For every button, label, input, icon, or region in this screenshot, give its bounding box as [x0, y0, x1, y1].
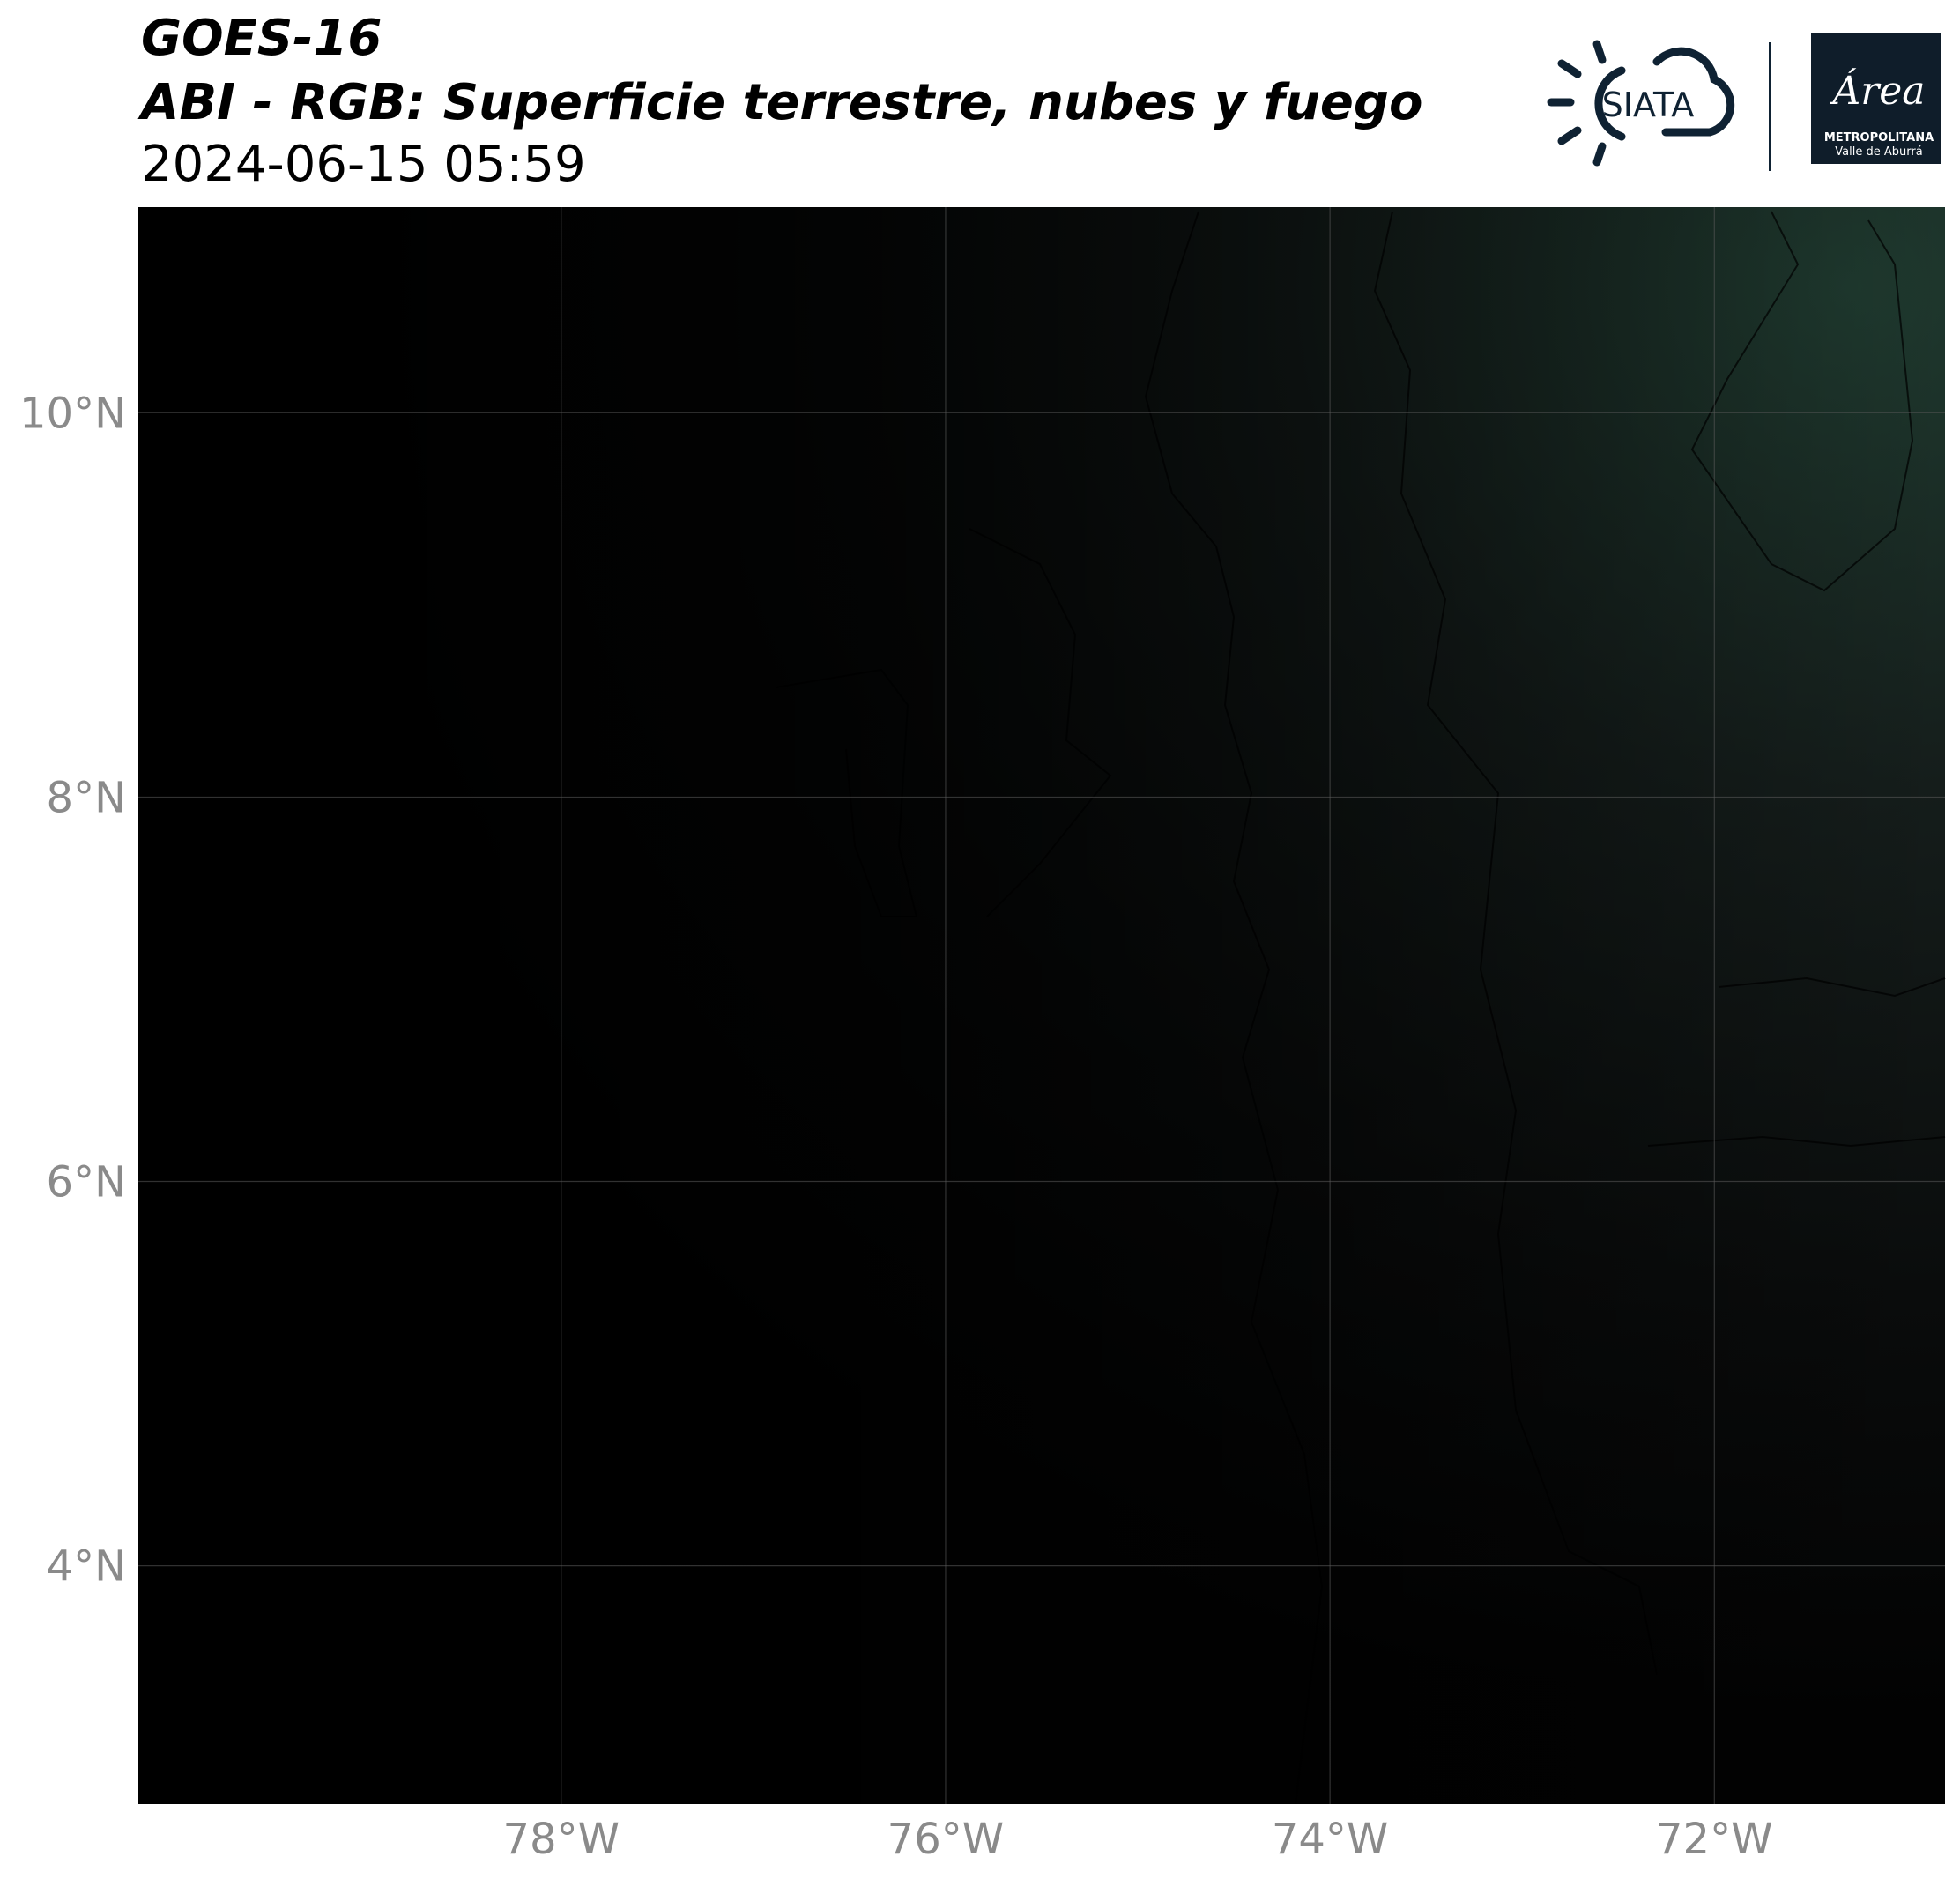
- x-tick-label: 76°W: [887, 1815, 1005, 1864]
- siata-logo: SIATA: [1547, 40, 1735, 167]
- y-tick-label: 8°N: [47, 773, 126, 822]
- title: GOES-16: [141, 10, 382, 67]
- x-tick-label: 78°W: [503, 1815, 620, 1864]
- night-shade: [138, 207, 1945, 1804]
- subtitle: ABI - RGB: Superficie terrestre, nubes y…: [137, 74, 1422, 131]
- y-tick-label: 10°N: [19, 389, 126, 438]
- area-line2: Valle de Aburrá: [1835, 145, 1922, 159]
- borders: [775, 211, 1946, 1805]
- y-tick-label: 4°N: [47, 1542, 126, 1592]
- x-tick-label: 72°W: [1656, 1815, 1773, 1864]
- area-logo: Área METROPOLITANA Valle de Aburrá: [1811, 33, 1941, 164]
- x-tick-label: 74°W: [1272, 1815, 1389, 1864]
- area-text: Área: [1829, 67, 1925, 114]
- y-tick-label: 6°N: [47, 1158, 126, 1207]
- map: [138, 207, 1946, 1805]
- area-line1: METROPOLITANA: [1824, 131, 1934, 145]
- siata-text: SIATA: [1602, 85, 1695, 124]
- date: 2024-06-15 05:59: [141, 136, 586, 193]
